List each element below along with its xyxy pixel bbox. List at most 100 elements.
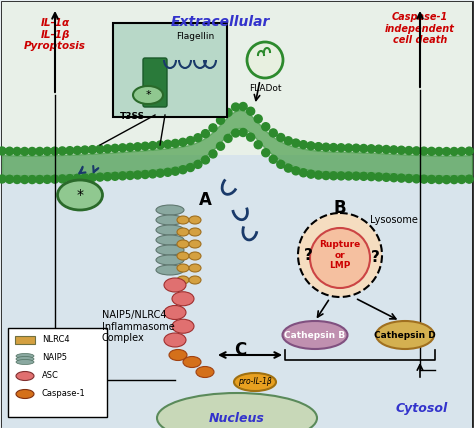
Circle shape <box>43 147 51 155</box>
Circle shape <box>232 129 239 137</box>
Circle shape <box>51 175 59 183</box>
Ellipse shape <box>189 228 201 236</box>
Text: *: * <box>76 188 83 202</box>
Circle shape <box>164 140 172 148</box>
Bar <box>2 2 472 155</box>
Ellipse shape <box>189 276 201 284</box>
Text: FLADot: FLADot <box>249 84 281 93</box>
Ellipse shape <box>283 321 347 349</box>
Circle shape <box>103 145 111 153</box>
Circle shape <box>329 172 337 180</box>
Circle shape <box>367 172 375 181</box>
Circle shape <box>96 145 104 153</box>
Circle shape <box>337 144 345 152</box>
Text: NAIP5/NLRC4
Inflammasome
Complex: NAIP5/NLRC4 Inflammasome Complex <box>102 310 175 343</box>
Ellipse shape <box>157 393 317 428</box>
Circle shape <box>465 147 473 155</box>
Circle shape <box>201 130 210 138</box>
Circle shape <box>310 228 370 288</box>
Ellipse shape <box>16 354 34 359</box>
Circle shape <box>73 174 82 182</box>
Ellipse shape <box>172 319 194 333</box>
Text: T3SS: T3SS <box>119 112 145 121</box>
Circle shape <box>412 175 420 183</box>
Text: C: C <box>234 341 246 359</box>
FancyBboxPatch shape <box>143 58 167 107</box>
Circle shape <box>96 173 104 181</box>
Ellipse shape <box>177 216 189 224</box>
Circle shape <box>51 147 59 155</box>
Circle shape <box>58 175 66 183</box>
Circle shape <box>360 172 368 180</box>
Circle shape <box>13 175 21 184</box>
Text: Extracellular: Extracellular <box>170 15 270 29</box>
Circle shape <box>405 175 413 182</box>
Circle shape <box>73 146 82 155</box>
Ellipse shape <box>189 240 201 248</box>
Ellipse shape <box>156 235 184 245</box>
Text: Nucleus: Nucleus <box>209 411 265 425</box>
Text: ?: ? <box>303 247 312 262</box>
Circle shape <box>435 148 443 155</box>
Circle shape <box>179 138 187 146</box>
Circle shape <box>352 172 360 180</box>
Circle shape <box>13 147 21 155</box>
Circle shape <box>329 143 337 152</box>
Text: NAIP5: NAIP5 <box>42 354 67 363</box>
Circle shape <box>156 169 164 177</box>
Circle shape <box>134 143 142 151</box>
Ellipse shape <box>183 357 201 368</box>
Ellipse shape <box>234 373 276 391</box>
Circle shape <box>269 129 277 137</box>
Text: NLRC4: NLRC4 <box>42 336 70 345</box>
Circle shape <box>262 123 270 131</box>
Ellipse shape <box>16 357 34 362</box>
Circle shape <box>6 175 14 183</box>
Circle shape <box>194 134 202 142</box>
Circle shape <box>239 103 247 110</box>
Circle shape <box>81 146 89 154</box>
Circle shape <box>412 147 420 155</box>
Circle shape <box>118 172 127 180</box>
FancyBboxPatch shape <box>113 23 227 117</box>
Text: ASC: ASC <box>42 372 59 380</box>
Ellipse shape <box>16 372 34 380</box>
Circle shape <box>141 170 149 178</box>
Circle shape <box>111 144 119 152</box>
Circle shape <box>66 147 74 155</box>
Circle shape <box>284 137 292 145</box>
Circle shape <box>428 175 436 184</box>
Circle shape <box>103 172 111 181</box>
Circle shape <box>360 145 368 152</box>
Circle shape <box>224 134 232 143</box>
Text: Lysosome: Lysosome <box>370 215 418 225</box>
Circle shape <box>43 175 51 183</box>
Ellipse shape <box>189 252 201 260</box>
Circle shape <box>322 172 330 180</box>
Text: Cathepsin B: Cathepsin B <box>284 330 346 339</box>
Circle shape <box>171 167 179 175</box>
Circle shape <box>300 169 308 177</box>
Circle shape <box>307 142 315 150</box>
Circle shape <box>58 147 66 155</box>
Bar <box>15 336 35 344</box>
Ellipse shape <box>177 252 189 260</box>
Circle shape <box>383 146 390 154</box>
Circle shape <box>457 147 465 155</box>
Circle shape <box>435 175 443 184</box>
Circle shape <box>254 141 262 149</box>
Text: IL-1α
IL-1β
Pyroptosis: IL-1α IL-1β Pyroptosis <box>24 18 86 51</box>
Circle shape <box>179 166 187 174</box>
Circle shape <box>269 155 277 163</box>
Ellipse shape <box>164 333 186 347</box>
Circle shape <box>186 163 194 172</box>
Circle shape <box>443 148 451 155</box>
Ellipse shape <box>156 265 184 275</box>
Ellipse shape <box>156 215 184 225</box>
Ellipse shape <box>164 278 186 292</box>
Circle shape <box>141 142 149 150</box>
Circle shape <box>420 147 428 155</box>
Ellipse shape <box>16 389 34 398</box>
Ellipse shape <box>196 366 214 377</box>
Circle shape <box>375 145 383 153</box>
